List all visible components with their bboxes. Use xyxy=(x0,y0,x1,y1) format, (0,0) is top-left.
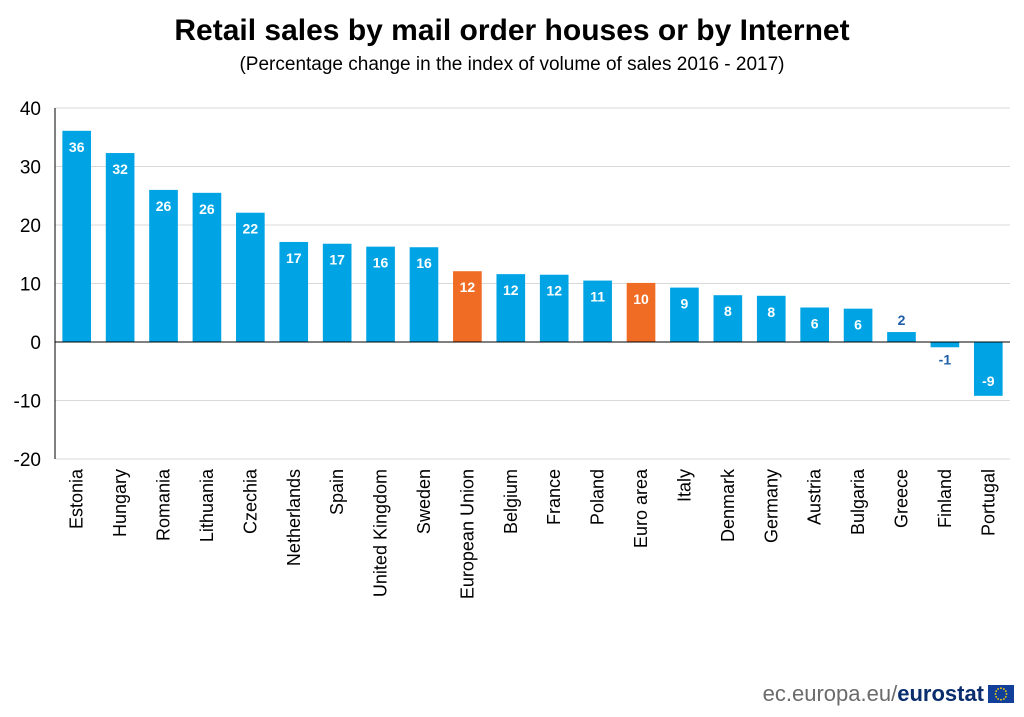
source-domain: ec.europa.eu/ xyxy=(762,681,898,706)
data-label: 22 xyxy=(243,221,259,237)
bar xyxy=(713,295,743,342)
bar xyxy=(800,307,829,342)
bar xyxy=(539,274,569,342)
data-label: 32 xyxy=(112,161,128,177)
bar xyxy=(496,274,526,342)
bar xyxy=(105,153,135,342)
bar xyxy=(366,246,395,342)
y-tick-label: 0 xyxy=(30,333,41,354)
x-tick-label: Austria xyxy=(805,468,825,525)
data-label: 9 xyxy=(681,296,689,312)
data-label: 12 xyxy=(460,279,476,295)
data-label: -9 xyxy=(982,373,995,389)
bar xyxy=(626,282,656,342)
bar xyxy=(192,192,222,342)
chart-subtitle: (Percentage change in the index of volum… xyxy=(239,54,785,75)
data-label: 36 xyxy=(69,139,85,155)
chart-title: Retail sales by mail order houses or by … xyxy=(174,14,850,47)
eu-flag-icon xyxy=(988,685,1014,703)
bar xyxy=(973,342,1003,396)
data-label: 11 xyxy=(590,289,605,305)
y-tick-label: -20 xyxy=(14,450,41,471)
x-tick-label: Czechia xyxy=(240,468,260,534)
bar xyxy=(887,332,916,342)
bar xyxy=(843,308,873,342)
data-label: 12 xyxy=(503,282,519,298)
data-label: 6 xyxy=(811,315,819,331)
data-label: 16 xyxy=(373,255,389,271)
bar xyxy=(670,287,699,342)
y-tick-label: 20 xyxy=(20,216,41,237)
bar xyxy=(236,212,265,342)
x-tick-label: Portugal xyxy=(978,469,998,536)
y-tick-label: 40 xyxy=(20,99,41,120)
data-label: 12 xyxy=(546,283,562,299)
y-tick-label: 30 xyxy=(20,158,41,179)
data-label: 8 xyxy=(724,303,732,319)
data-label: 2 xyxy=(898,312,906,328)
x-tick-label: Hungary xyxy=(110,469,130,537)
y-tick-label: -10 xyxy=(14,392,41,413)
x-tick-label: Italy xyxy=(674,469,694,502)
data-label: 10 xyxy=(633,291,649,307)
x-tick-label: Spain xyxy=(327,469,347,515)
y-tick-label: 10 xyxy=(20,275,41,296)
x-tick-label: Lithuania xyxy=(197,468,217,542)
x-tick-label: Denmark xyxy=(718,468,738,542)
x-tick-label: Bulgaria xyxy=(848,468,868,535)
x-tick-label: Euro area xyxy=(631,468,651,548)
x-tick-label: Netherlands xyxy=(284,469,304,566)
data-label: 26 xyxy=(156,198,172,214)
bar xyxy=(62,130,92,342)
data-label: 26 xyxy=(199,201,215,217)
data-label: 8 xyxy=(767,304,775,320)
x-tick-label: United Kingdom xyxy=(371,469,391,597)
x-tick-label: Sweden xyxy=(414,469,434,534)
x-tick-label: Finland xyxy=(935,469,955,528)
x-tick-label: Poland xyxy=(588,469,608,525)
bar xyxy=(149,189,178,342)
bar xyxy=(322,243,352,342)
x-tick-label: Germany xyxy=(761,469,781,543)
x-tick-label: Belgium xyxy=(501,469,521,534)
bar xyxy=(756,295,786,342)
source-credit: ec.europa.eu/eurostat xyxy=(763,681,984,707)
bar xyxy=(453,271,482,342)
data-label: -1 xyxy=(939,351,952,367)
x-tick-label: Estonia xyxy=(67,468,87,529)
x-tick-label: Romania xyxy=(154,468,174,541)
bar xyxy=(409,247,439,342)
x-tick-label: European Union xyxy=(457,469,477,599)
data-label: 6 xyxy=(854,317,862,333)
x-tick-label: Greece xyxy=(891,469,911,528)
data-label: 17 xyxy=(329,252,345,268)
x-tick-label: France xyxy=(544,469,564,525)
data-label: 17 xyxy=(286,250,302,266)
source-brand: eurostat xyxy=(897,681,984,706)
data-label: 16 xyxy=(416,255,432,271)
bar xyxy=(930,342,960,348)
bar xyxy=(279,241,309,342)
bar xyxy=(583,280,612,342)
